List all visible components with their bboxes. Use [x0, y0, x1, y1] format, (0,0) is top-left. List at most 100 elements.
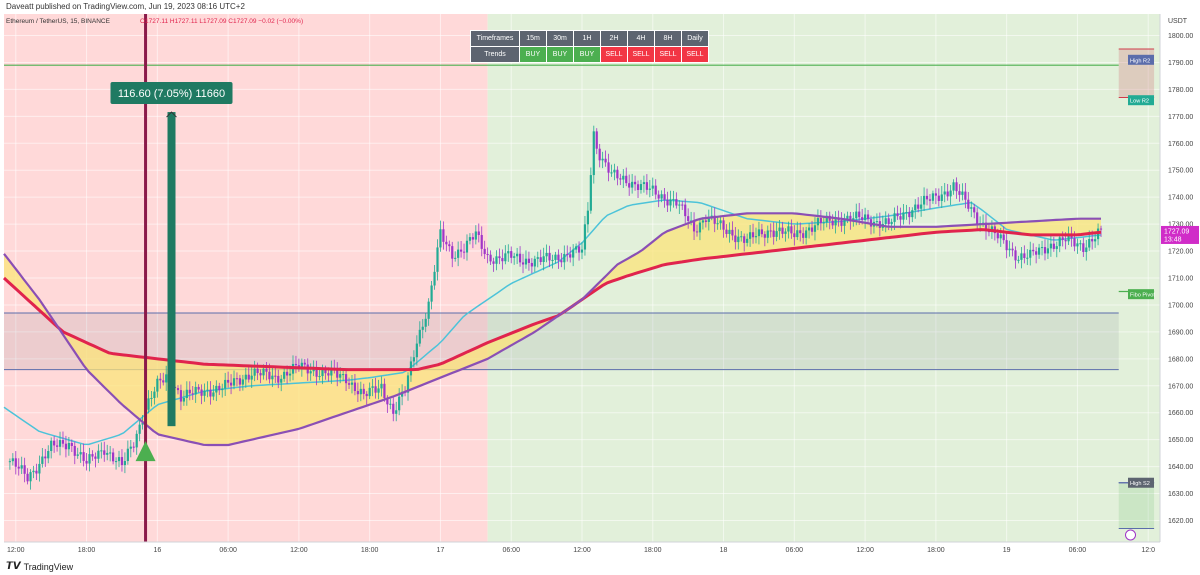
- candle-body: [194, 386, 197, 395]
- candle-body: [586, 210, 589, 225]
- candle-body: [321, 369, 324, 377]
- candle-body: [392, 403, 395, 414]
- candle-body: [890, 221, 893, 225]
- candle-body: [309, 371, 312, 374]
- low-r2-tag: Low R2: [1130, 99, 1149, 105]
- candle-body: [327, 373, 330, 376]
- candle-body: [799, 230, 802, 234]
- time-tick-label: 18:00: [361, 547, 379, 554]
- candle-body: [70, 442, 73, 446]
- candle-body: [362, 388, 365, 394]
- candle-body: [436, 247, 439, 272]
- price-tick-label: 1800.00: [1168, 33, 1193, 40]
- candle-body: [787, 226, 790, 232]
- candle-body: [462, 251, 466, 253]
- candle-body: [952, 182, 955, 191]
- candle-body: [439, 229, 442, 248]
- price-chart[interactable]: 116.60 (7.05%) 11660 1800.00 1790.00 1780.0…: [0, 12, 1200, 557]
- candle-body: [704, 220, 707, 222]
- candle-body: [769, 230, 772, 232]
- candle-body: [542, 256, 545, 263]
- candle-body: [575, 246, 578, 250]
- candle-body: [1023, 253, 1026, 258]
- candle-body: [209, 389, 212, 397]
- candle-body: [486, 254, 489, 256]
- candle-body: [53, 440, 56, 446]
- price-tick-label: 1660.00: [1168, 410, 1193, 417]
- candle-body: [819, 218, 822, 224]
- measure-label: 116.60 (7.05%) 11660: [118, 88, 225, 100]
- candle-body: [666, 199, 669, 206]
- price-tick-label: 1770.00: [1168, 114, 1193, 121]
- candle-body: [636, 184, 640, 190]
- candle-body: [112, 452, 115, 462]
- candle-body: [418, 329, 421, 344]
- candle-body: [772, 230, 775, 237]
- candle-body: [386, 398, 389, 405]
- candle-body: [1040, 247, 1044, 249]
- price-tick-label: 1630.00: [1168, 491, 1193, 498]
- high-r2-tag: High R2: [1130, 58, 1150, 64]
- candle-body: [280, 378, 283, 383]
- low-r2-tag-bg: [1128, 95, 1154, 106]
- candle-body: [719, 220, 722, 224]
- candle-body: [26, 473, 29, 482]
- candle-body: [536, 257, 539, 259]
- candle-body: [97, 450, 100, 459]
- candle-body: [1037, 247, 1041, 255]
- candle-body: [11, 458, 14, 462]
- candle-body: [855, 211, 858, 219]
- candle-body: [990, 226, 994, 232]
- candle-body: [687, 216, 690, 221]
- candle-body: [412, 357, 416, 362]
- candle-body: [318, 376, 321, 378]
- tf-8h: 8H: [654, 30, 682, 47]
- price-tick-label: 1700.00: [1168, 302, 1193, 309]
- candle-body: [471, 237, 474, 240]
- tradingview-footer[interactable]: 𝙏𝙑 TradingView: [6, 561, 73, 572]
- time-tick-label: 06:00: [502, 547, 520, 554]
- candle-body: [610, 172, 613, 174]
- candle-body: [748, 232, 752, 239]
- candle-body: [250, 375, 253, 380]
- candle-body: [569, 254, 572, 258]
- candle-body: [931, 193, 935, 201]
- candle-body: [746, 238, 749, 243]
- candle-body: [583, 224, 587, 250]
- price-tick-label: 1690.00: [1168, 329, 1193, 336]
- candle-body: [1067, 235, 1070, 242]
- candle-body: [707, 217, 710, 222]
- candle-body: [899, 216, 902, 220]
- candle-body: [445, 241, 448, 245]
- candle-body: [218, 385, 221, 391]
- candle-body: [132, 446, 135, 448]
- candle-body: [516, 253, 519, 257]
- candle-body: [813, 225, 817, 232]
- candle-body: [589, 175, 592, 211]
- candle-body: [698, 222, 702, 233]
- candle-body: [465, 240, 469, 253]
- candle-body: [816, 218, 820, 226]
- candle-body: [395, 410, 398, 414]
- candle-body: [274, 375, 277, 377]
- candle-body: [73, 445, 76, 456]
- price-tick-label: 1620.00: [1168, 518, 1193, 525]
- candle-body: [896, 213, 899, 217]
- candle-body: [866, 214, 870, 220]
- time-tick-label: 18:00: [644, 547, 662, 554]
- candle-body: [336, 370, 339, 378]
- chart-area[interactable]: 116.60 (7.05%) 11660 1800.00 1790.00 1780.0…: [0, 12, 1200, 557]
- candle-body: [85, 460, 88, 464]
- candle-body: [513, 256, 516, 258]
- candle-body: [359, 388, 362, 395]
- measure-label-box: [110, 82, 233, 105]
- current-price-tag-bg: [1161, 225, 1199, 244]
- candle-body: [592, 131, 595, 176]
- candle-body: [1073, 238, 1076, 247]
- candle-body: [695, 231, 699, 233]
- candle-body: [754, 236, 758, 238]
- candle-body: [277, 375, 280, 383]
- candle-body: [616, 169, 619, 179]
- trend-15m: BUY: [519, 46, 547, 63]
- zone-box-2: [1118, 482, 1155, 529]
